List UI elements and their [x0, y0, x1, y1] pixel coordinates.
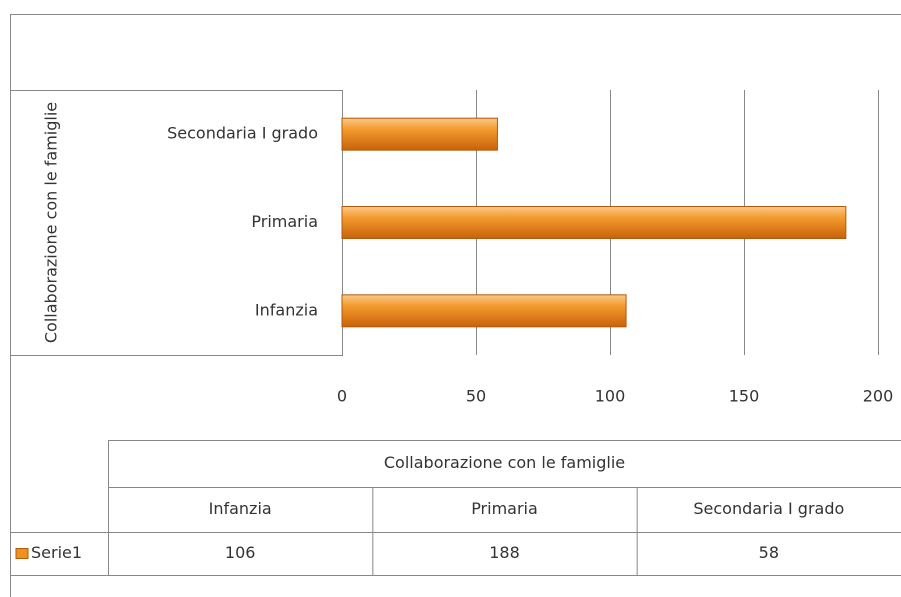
table-category: Infanzia [209, 499, 272, 518]
table-value: 188 [489, 543, 520, 562]
y-tick-label: Primaria [251, 212, 318, 231]
bar [341, 206, 847, 239]
x-tick-label: 100 [595, 387, 626, 406]
legend-key [15, 548, 29, 559]
x-tick-label: 200 [863, 387, 894, 406]
table-header: Collaborazione con le famiglie [384, 453, 625, 472]
x-tick-label: 50 [466, 387, 486, 406]
table-category: Secondaria I grado [693, 499, 844, 518]
x-tick-label: 150 [729, 387, 760, 406]
bar [341, 117, 498, 151]
table-value: 106 [225, 543, 256, 562]
y-tick-label: Infanzia [255, 300, 318, 319]
table-category: Primaria [471, 499, 538, 518]
legend-label: Serie1 [31, 543, 82, 562]
bar [341, 294, 627, 328]
table-value: 58 [759, 543, 779, 562]
x-tick-label: 0 [337, 387, 347, 406]
y-tick-label: Secondaria I grado [167, 124, 318, 143]
axis-title: Collaborazione con le famiglie [42, 102, 61, 343]
